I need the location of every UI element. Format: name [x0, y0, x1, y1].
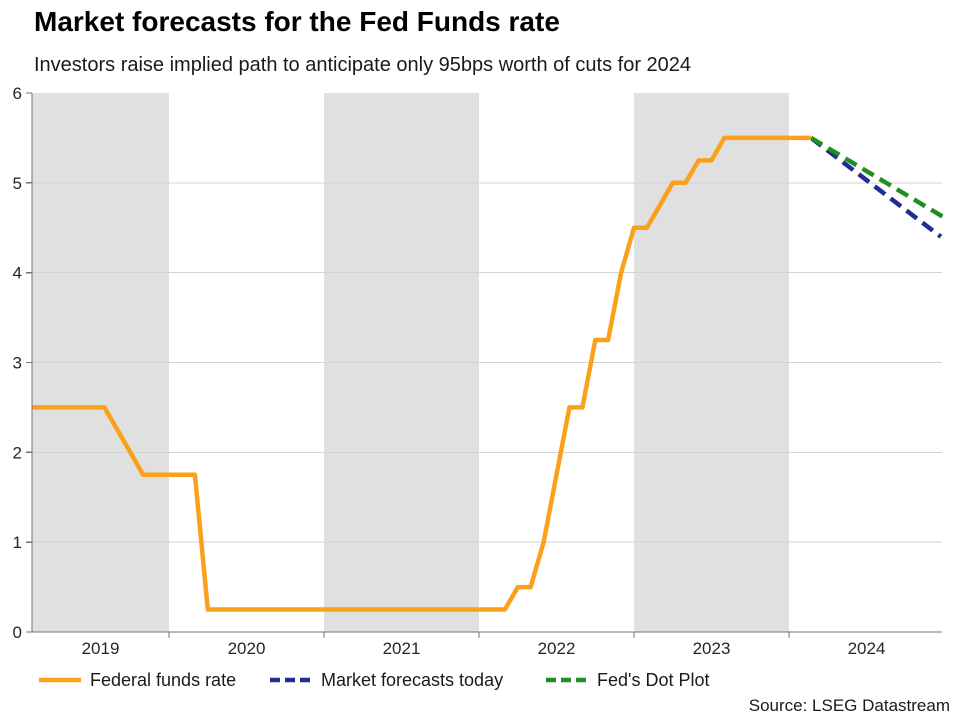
legend-label: Market forecasts today: [321, 669, 504, 690]
x-tick-label: 2020: [228, 639, 266, 658]
chart-subtitle: Investors raise implied path to anticipa…: [34, 54, 692, 76]
legend-swatch-line: [270, 677, 312, 683]
y-tick-label: 3: [13, 354, 22, 373]
series-line-fed-s-dot-plot: [809, 135, 944, 219]
series-line-market-forecasts-today: [809, 136, 943, 239]
y-tick-label: 4: [13, 264, 22, 283]
x-tick-label: 2022: [538, 639, 576, 658]
x-tick-label: 2024: [848, 639, 886, 658]
y-tick-label: 6: [13, 84, 22, 103]
y-tick-label: 2: [13, 443, 22, 462]
legend-item-fed-s-dot-plot: Fed's Dot Plot: [545, 669, 709, 691]
legend-swatch-line: [39, 677, 81, 683]
legend-label: Fed's Dot Plot: [597, 669, 710, 690]
y-tick-label: 5: [13, 174, 22, 193]
y-tick-label: 1: [13, 533, 22, 552]
legend-item-federal-funds-rate: Federal funds rate: [38, 669, 236, 691]
series-line-federal-funds-rate: [32, 135, 811, 612]
source-note: Source: LSEG Datastream: [748, 696, 950, 715]
legend-item-market-forecasts-today: Market forecasts today: [269, 669, 503, 691]
y-tick-label: 0: [13, 623, 22, 642]
x-tick-label: 2021: [383, 639, 421, 658]
x-tick-label: 2019: [82, 639, 120, 658]
chart-title: Market forecasts for the Fed Funds rate: [34, 6, 560, 37]
legend-label: Federal funds rate: [90, 669, 237, 690]
legend-swatch-line: [546, 677, 588, 683]
x-tick-label: 2023: [693, 639, 731, 658]
